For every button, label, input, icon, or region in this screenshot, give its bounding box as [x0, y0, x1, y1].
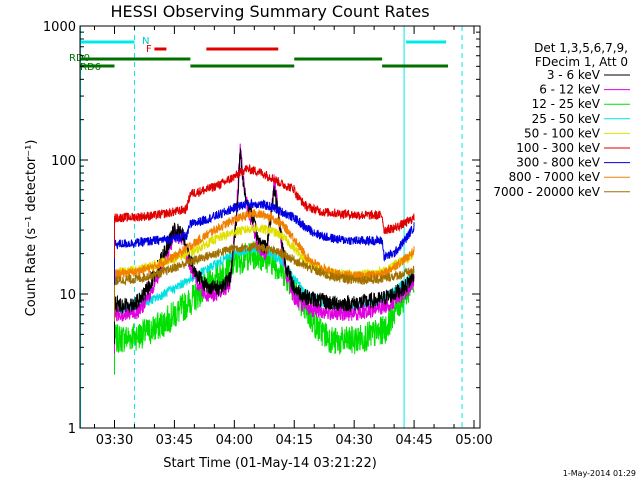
flag-label-n: N	[142, 36, 149, 47]
series-100-300kev	[113, 164, 415, 259]
series-line	[113, 148, 415, 314]
series-line	[113, 240, 415, 286]
plot-frame	[79, 25, 481, 429]
legend-entry-label: 12 - 25 keV	[532, 97, 601, 111]
axes: 03:30 03:45 04:00 04:15 04:30 04:45 05:00 1 10 10…	[43, 20, 493, 448]
legend-header-line: Det 1,3,5,6,7,9,	[534, 41, 628, 55]
series-7000-20000kev	[113, 240, 415, 322]
y-tick-label: 100	[51, 154, 76, 169]
x-tick-label: 04:30	[335, 433, 372, 448]
series-layer	[113, 143, 415, 375]
legend-entry-label: 25 - 50 keV	[532, 112, 601, 126]
chart-title: HESSI Observing Summary Count Rates	[110, 2, 429, 21]
x-tick-label: 04:00	[216, 433, 253, 448]
flag-label-f: F	[146, 44, 152, 55]
legend-entry-label: 3 - 6 keV	[547, 68, 601, 82]
timestamp: 1-May-2014 01:29	[563, 469, 636, 478]
vertical-markers	[80, 26, 463, 428]
legend-entry-label: 50 - 100 keV	[524, 126, 601, 140]
series-line	[113, 164, 415, 235]
legend: Det 1,3,5,6,7,9,FDecim 1, Att 03 - 6 keV…	[493, 41, 630, 199]
legend-entry-label: 7000 - 20000 keV	[493, 185, 600, 199]
x-tick-label: 03:45	[156, 433, 193, 448]
x-tick-label: 03:30	[96, 433, 133, 448]
legend-header-line: FDecim 1, Att 0	[535, 55, 628, 69]
flag-label-rd6: RD6	[80, 62, 101, 73]
legend-entry-label: 6 - 12 keV	[539, 83, 601, 97]
legend-entry-label: 100 - 300 keV	[516, 141, 600, 155]
x-tick-label: 04:15	[276, 433, 313, 448]
y-axis-label: Count Rate (s⁻¹ detector⁻¹)	[24, 140, 39, 317]
y-tick-label: 1000	[43, 20, 76, 35]
x-tick-label: 04:45	[395, 433, 432, 448]
series-line	[113, 198, 415, 263]
x-axis-label: Start Time (01-May-14 03:21:22)	[163, 456, 377, 471]
legend-entry-label: 300 - 800 keV	[516, 156, 600, 170]
x-tick-label: 05:00	[455, 433, 492, 448]
y-tick-label: 1	[68, 422, 76, 437]
legend-entry-label: 800 - 7000 keV	[509, 170, 601, 184]
y-tick-label: 10	[59, 288, 76, 303]
